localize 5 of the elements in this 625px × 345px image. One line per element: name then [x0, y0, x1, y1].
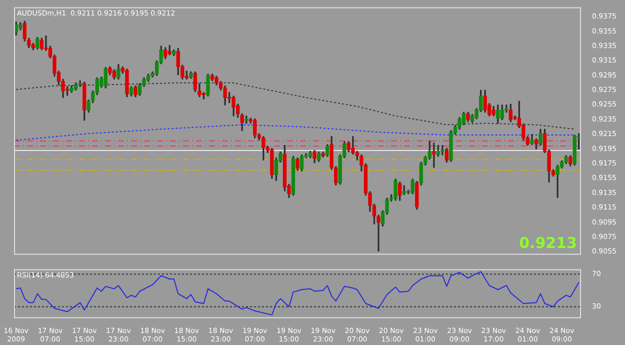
candlestick: [432, 142, 436, 168]
candlestick: [402, 185, 406, 195]
candlestick: [440, 144, 444, 156]
annotation: 0.9213: [519, 234, 577, 252]
line-series: [16, 124, 576, 141]
